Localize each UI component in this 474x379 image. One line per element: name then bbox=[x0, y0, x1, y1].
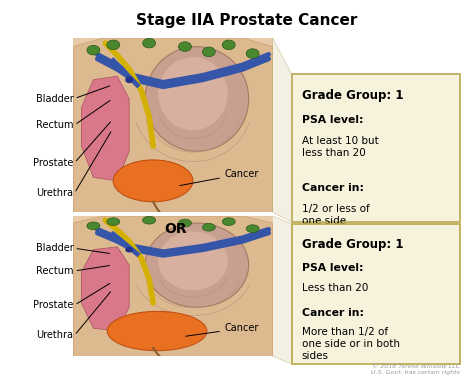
Ellipse shape bbox=[179, 219, 191, 227]
Polygon shape bbox=[82, 76, 129, 181]
Polygon shape bbox=[273, 216, 292, 364]
Text: Grade Group: 1: Grade Group: 1 bbox=[301, 89, 403, 102]
Text: More than 1/2 of
one side or in both
sides: More than 1/2 of one side or in both sid… bbox=[301, 327, 400, 360]
Ellipse shape bbox=[202, 47, 215, 56]
Ellipse shape bbox=[222, 40, 235, 50]
Text: Rectum: Rectum bbox=[36, 120, 73, 130]
Ellipse shape bbox=[179, 42, 191, 52]
Ellipse shape bbox=[143, 216, 155, 224]
Polygon shape bbox=[73, 38, 273, 212]
Ellipse shape bbox=[125, 247, 133, 252]
Text: 1/2 or less of
one side: 1/2 or less of one side bbox=[301, 204, 369, 226]
Ellipse shape bbox=[143, 38, 155, 48]
Text: Urethra: Urethra bbox=[36, 188, 73, 198]
Ellipse shape bbox=[145, 223, 249, 307]
Polygon shape bbox=[73, 216, 273, 356]
Ellipse shape bbox=[246, 49, 259, 58]
Text: PSA level:: PSA level: bbox=[301, 263, 363, 273]
Ellipse shape bbox=[246, 225, 259, 232]
Polygon shape bbox=[82, 247, 129, 331]
Text: Cancer in:: Cancer in: bbox=[301, 308, 364, 318]
FancyBboxPatch shape bbox=[292, 224, 460, 364]
Polygon shape bbox=[73, 38, 273, 212]
Text: Cancer in:: Cancer in: bbox=[301, 183, 364, 193]
Polygon shape bbox=[73, 216, 273, 356]
Ellipse shape bbox=[222, 218, 235, 226]
Text: Cancer: Cancer bbox=[180, 169, 259, 186]
Ellipse shape bbox=[125, 76, 133, 83]
Text: Less than 20: Less than 20 bbox=[301, 282, 368, 293]
Ellipse shape bbox=[107, 40, 120, 50]
Ellipse shape bbox=[87, 222, 100, 230]
FancyBboxPatch shape bbox=[292, 74, 460, 222]
Text: Rectum: Rectum bbox=[36, 266, 73, 276]
Text: OR: OR bbox=[164, 222, 187, 236]
Text: Bladder: Bladder bbox=[36, 94, 73, 103]
Text: © 2018 Terese Winslow LLC
U.S. Govt. has certain rights: © 2018 Terese Winslow LLC U.S. Govt. has… bbox=[371, 365, 460, 375]
Text: Stage IIA Prostate Cancer: Stage IIA Prostate Cancer bbox=[136, 13, 357, 28]
Text: PSA level:: PSA level: bbox=[301, 115, 363, 125]
Ellipse shape bbox=[107, 312, 207, 351]
Text: Urethra: Urethra bbox=[36, 330, 73, 340]
Text: Cancer: Cancer bbox=[186, 323, 259, 336]
Text: Prostate: Prostate bbox=[33, 300, 73, 310]
Ellipse shape bbox=[107, 218, 120, 226]
Ellipse shape bbox=[113, 160, 193, 202]
Ellipse shape bbox=[158, 232, 228, 290]
Polygon shape bbox=[273, 38, 292, 222]
Ellipse shape bbox=[145, 47, 249, 151]
Text: Prostate: Prostate bbox=[33, 158, 73, 168]
Ellipse shape bbox=[158, 57, 228, 130]
Text: At least 10 but
less than 20: At least 10 but less than 20 bbox=[301, 136, 378, 158]
Text: Bladder: Bladder bbox=[36, 243, 73, 253]
Text: Grade Group: 1: Grade Group: 1 bbox=[301, 238, 403, 251]
Ellipse shape bbox=[202, 223, 215, 231]
Ellipse shape bbox=[87, 45, 100, 55]
